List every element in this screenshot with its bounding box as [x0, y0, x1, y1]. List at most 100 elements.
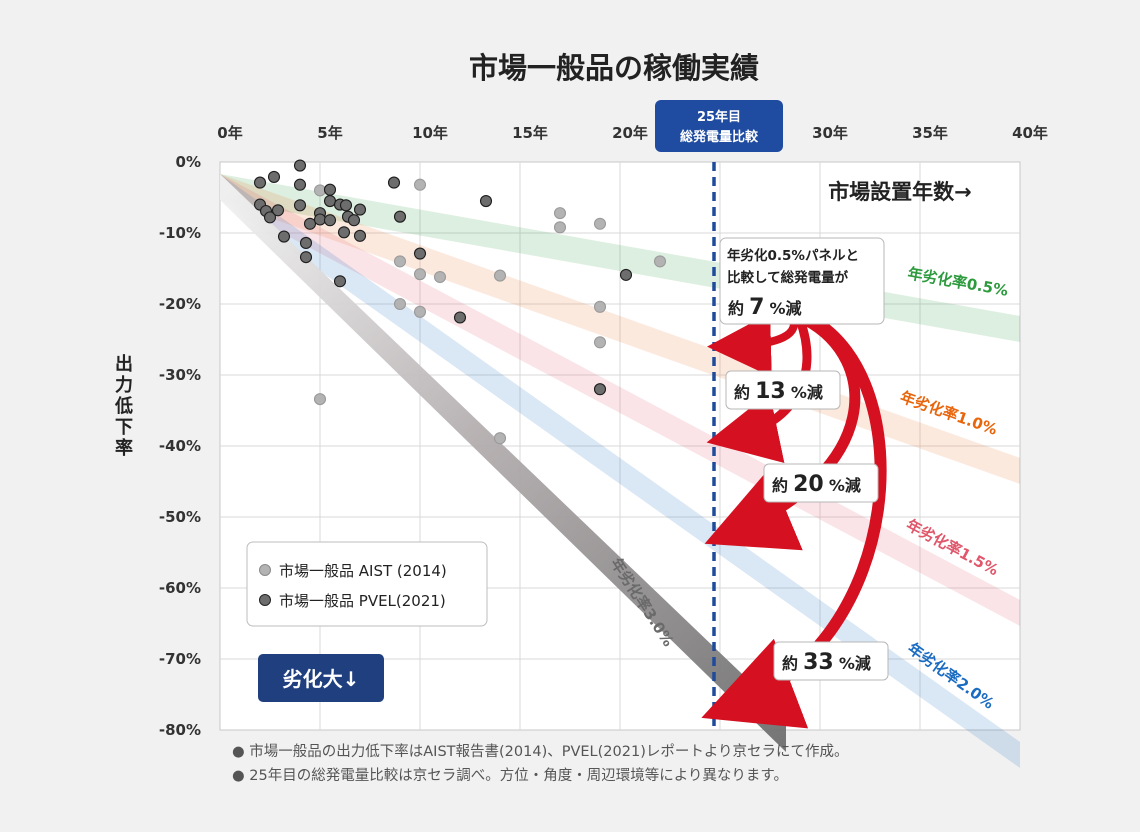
data-point: [267, 170, 281, 183]
x-tick-label: 15年: [512, 124, 548, 142]
data-point: [553, 221, 567, 234]
series-pvel-points: [253, 159, 633, 396]
data-point: [271, 204, 285, 217]
data-point: [299, 251, 313, 264]
y-axis-label: 出力低下率: [114, 353, 133, 459]
callout-13-value: 13: [755, 379, 786, 404]
data-point: [553, 207, 567, 220]
callout-33-value: 33: [803, 650, 834, 675]
svg-text:約 33 %減: 約 33 %減: [782, 650, 871, 675]
callout-13-prefix: 約: [734, 383, 750, 402]
data-point: [653, 255, 667, 268]
y-tick-label: -80%: [159, 721, 201, 739]
data-point: [253, 176, 267, 189]
y-tick-label: -10%: [159, 224, 201, 242]
data-point: [413, 178, 427, 191]
x-tick-label: 30年: [812, 124, 848, 142]
legend-label-aist: 市場一般品 AIST (2014): [279, 562, 447, 580]
y-tick-label: -50%: [159, 508, 201, 526]
y-tick-label: -60%: [159, 579, 201, 597]
x-tick-labels: 0年 5年 10年 15年 20年 30年 35年 40年: [217, 124, 1048, 142]
y-axis-label-char: 下: [115, 417, 133, 438]
data-point: [347, 214, 361, 227]
data-point: [479, 195, 493, 208]
data-point: [593, 336, 607, 349]
series-aist-points: [313, 178, 667, 445]
data-point: [313, 184, 327, 197]
svg-text:約 20 %減: 約 20 %減: [772, 472, 861, 497]
data-point: [333, 275, 347, 288]
callout-33-prefix: 約: [782, 654, 798, 673]
y-tick-label: -40%: [159, 437, 201, 455]
callout-7-desc-2: 比較して総発電量が: [727, 269, 849, 286]
comparison-marker-line2: 総発電量比較: [680, 129, 759, 145]
legend: 市場一般品 AIST (2014) 市場一般品 PVEL(2021): [246, 541, 488, 627]
data-point: [387, 176, 401, 189]
legend-marker-pvel: [259, 594, 271, 606]
y-tick-label: -30%: [159, 366, 201, 384]
data-point: [293, 199, 307, 212]
data-point: [323, 214, 337, 227]
x-tick-label: 35年: [912, 124, 948, 142]
data-point: [293, 178, 307, 191]
data-point: [413, 268, 427, 281]
band-3.0: [220, 174, 786, 752]
x-axis-label: 市場設置年数→: [828, 180, 972, 204]
data-point: [277, 230, 291, 243]
data-point: [313, 393, 327, 406]
callout-7: 年劣化0.5%パネルと 比較して総発電量が 約 7 %減: [719, 237, 885, 325]
data-point: [453, 311, 467, 324]
x-tick-label: 5年: [317, 124, 342, 142]
y-axis-label-char: 力: [115, 375, 133, 396]
callout-13: 約 13 %減: [725, 370, 841, 410]
data-point: [293, 159, 307, 172]
legend-label-pvel: 市場一般品 PVEL(2021): [279, 592, 446, 610]
callout-7-prefix: 約: [728, 299, 744, 318]
callout-20-prefix: 約: [772, 476, 788, 495]
callout-33: 約 33 %減: [773, 641, 889, 681]
comparison-marker: [655, 100, 783, 152]
data-point: [593, 217, 607, 230]
data-point: [619, 268, 633, 281]
y-tick-label: -20%: [159, 295, 201, 313]
big-label-box: [258, 654, 384, 702]
data-point: [299, 236, 313, 249]
callout-20-suffix: %減: [829, 476, 861, 495]
callout-7-desc-1: 年劣化0.5%パネルと: [727, 247, 859, 264]
data-point: [263, 211, 277, 224]
callout-13-suffix: %減: [791, 383, 823, 402]
x-tick-label: 40年: [1012, 124, 1048, 142]
data-point: [303, 217, 317, 230]
band-1.5: [220, 174, 1020, 626]
data-point: [593, 383, 607, 396]
data-point: [433, 270, 447, 284]
svg-text:約 13 %減: 約 13 %減: [734, 379, 823, 404]
data-point: [323, 195, 337, 208]
data-point: [323, 183, 337, 196]
callout-33-suffix: %減: [839, 654, 871, 673]
y-tick-label: 0%: [176, 153, 201, 171]
callout-7-suffix: %減: [770, 299, 802, 318]
data-point: [339, 199, 353, 212]
x-tick-label: 10年: [412, 124, 448, 142]
y-axis-label-char: 出: [115, 353, 133, 375]
data-point: [413, 247, 427, 260]
data-point: [493, 432, 507, 445]
x-tick-label: 0年: [217, 124, 242, 142]
band-2: [220, 174, 1020, 768]
data-point: [353, 203, 367, 216]
data-point: [593, 300, 607, 313]
callout-20-value: 20: [793, 472, 824, 497]
svg-text:約 7 %減: 約 7 %減: [728, 295, 802, 320]
y-tick-labels: 0% -10% -20% -30% -40% -50% -60% -70% -80%: [159, 153, 201, 739]
data-point: [313, 213, 327, 226]
chart-title: 市場一般品の稼働実績: [469, 51, 759, 85]
data-point: [353, 229, 367, 242]
data-point: [393, 255, 407, 268]
comparison-marker-line1: 25年目: [697, 109, 741, 125]
data-point: [493, 269, 507, 282]
data-point: [393, 210, 407, 223]
callout-7-value: 7: [749, 295, 764, 320]
